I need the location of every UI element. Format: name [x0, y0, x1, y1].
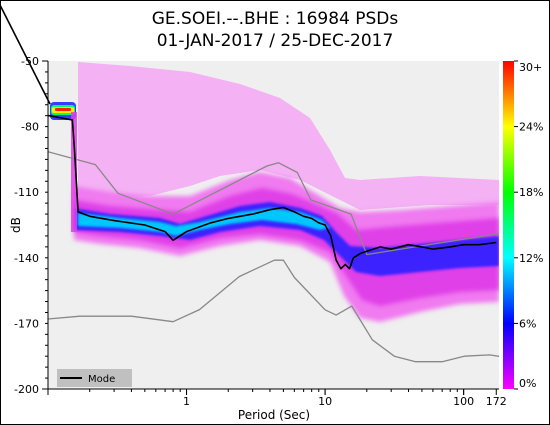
y-tick-label: -200	[14, 383, 39, 396]
mode-line-offscale	[0, 4, 51, 105]
x-ticks: 1 10 100 172	[47, 389, 507, 408]
y-tick-label: -110	[14, 186, 39, 199]
legend: Mode	[57, 369, 132, 387]
y-axis-label: dB	[9, 217, 23, 233]
chart-subtitle: 01-JAN-2017 / 25-DEC-2017	[156, 31, 394, 51]
psd-density	[50, 62, 499, 322]
colorbar-tick-label: 0%	[519, 377, 536, 390]
y-tick-label: -140	[14, 252, 39, 265]
legend-mode-label: Mode	[88, 374, 115, 385]
density-blue-core	[74, 202, 499, 276]
density-cyan-ridge	[78, 208, 330, 236]
series-line-mode	[48, 114, 497, 270]
density-short-period-red	[55, 108, 71, 111]
colorbar-tick-label: 12%	[519, 252, 543, 265]
x-axis-label: Period (Sec)	[238, 408, 310, 422]
y-tick-label: -80	[21, 121, 39, 134]
series-line-low-noise-model	[48, 259, 499, 363]
colorbar-tick-label: 18%	[519, 186, 543, 199]
colorbar-tick-label: 6%	[519, 317, 536, 330]
colorbar	[503, 61, 514, 389]
density-smear	[71, 112, 77, 232]
y-tick-label: -50	[21, 55, 39, 68]
x-tick-label: 100	[453, 395, 474, 408]
y-ticks: -50 -80 -110 -140 -170 -200	[14, 55, 48, 396]
x-tick-label: 172	[486, 395, 507, 408]
colorbar-tick-label: 24%	[519, 121, 543, 134]
density-upper-streaks	[78, 62, 499, 210]
series-line-high-noise-model	[48, 151, 499, 256]
colorbar-ticks: 0% 6% 12% 18% 24% 30+	[514, 60, 543, 390]
y-tick-label: -170	[14, 317, 39, 330]
density-magenta-core	[74, 188, 499, 306]
x-tick-label: 1	[183, 395, 190, 408]
chart-title: GE.SOEI.--.BHE : 16984 PSDs	[151, 9, 399, 29]
colorbar-tick-label: 30+	[519, 61, 542, 74]
x-tick-label: 10	[318, 395, 332, 408]
model-lines	[48, 114, 499, 363]
